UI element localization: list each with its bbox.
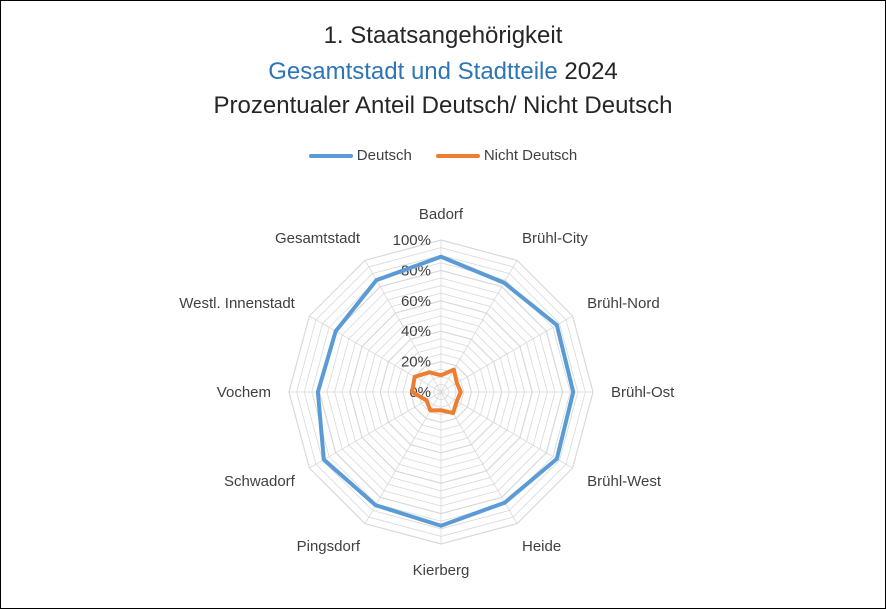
radar-spoke bbox=[309, 315, 442, 393]
radar-spoke bbox=[309, 391, 442, 469]
legend-swatch-nicht-deutsch bbox=[435, 153, 480, 158]
legend-label-deutsch: Deutsch bbox=[356, 147, 412, 164]
radar-category-label: Vochem bbox=[217, 384, 271, 401]
radar-spoke bbox=[440, 315, 573, 393]
radar-category-label: Gesamtstadt bbox=[275, 230, 361, 247]
radar-category-label: Brühl-Nord bbox=[587, 295, 660, 312]
chart-title-line2: Gesamtstadt und Stadtteile 2024 bbox=[0, 58, 886, 86]
radar-category-label: Kierberg bbox=[413, 562, 470, 579]
chart-title-highlight: Gesamtstadt und Stadtteile bbox=[268, 58, 558, 85]
radar-category-label: Badorf bbox=[419, 206, 464, 223]
radar-spoke bbox=[440, 391, 573, 469]
radar-series-deutsch bbox=[315, 254, 576, 528]
radar-category-label: Brühl-West bbox=[587, 473, 662, 490]
radar-category-label: Brühl-Ost bbox=[611, 384, 675, 401]
chart-title-line3: Prozentualer Anteil Deutsch/ Nicht Deuts… bbox=[213, 92, 673, 119]
legend-label-nicht-deutsch: Nicht Deutsch bbox=[483, 147, 578, 164]
radar-series-nicht-deutsch bbox=[410, 367, 463, 416]
legend-item-deutsch: Deutsch bbox=[308, 147, 412, 164]
chart-title-year: 2024 bbox=[557, 58, 618, 85]
radar-category-label: Pingsdorf bbox=[297, 538, 361, 555]
chart-title-line1: 1. Staatsangehörigkeit bbox=[323, 22, 563, 49]
legend-item-nicht-deutsch: Nicht Deutsch bbox=[435, 147, 578, 164]
radar-spoke bbox=[364, 260, 442, 393]
radar-tick-label: 20% bbox=[401, 354, 431, 371]
radar-tick-label: 60% bbox=[401, 293, 431, 310]
radar-category-label: Schwadorf bbox=[224, 473, 296, 490]
radar-category-label: Brühl-City bbox=[522, 230, 588, 247]
radar-tick-label: 40% bbox=[401, 323, 431, 340]
chart-legend: Deutsch Nicht Deutsch bbox=[0, 147, 886, 164]
radar-spoke bbox=[364, 391, 442, 524]
legend-swatch-deutsch bbox=[308, 153, 353, 158]
radar-tick-label: 100% bbox=[393, 232, 431, 249]
radar-category-label: Westl. Innenstadt bbox=[179, 295, 295, 312]
radar-category-label: Heide bbox=[522, 538, 561, 555]
